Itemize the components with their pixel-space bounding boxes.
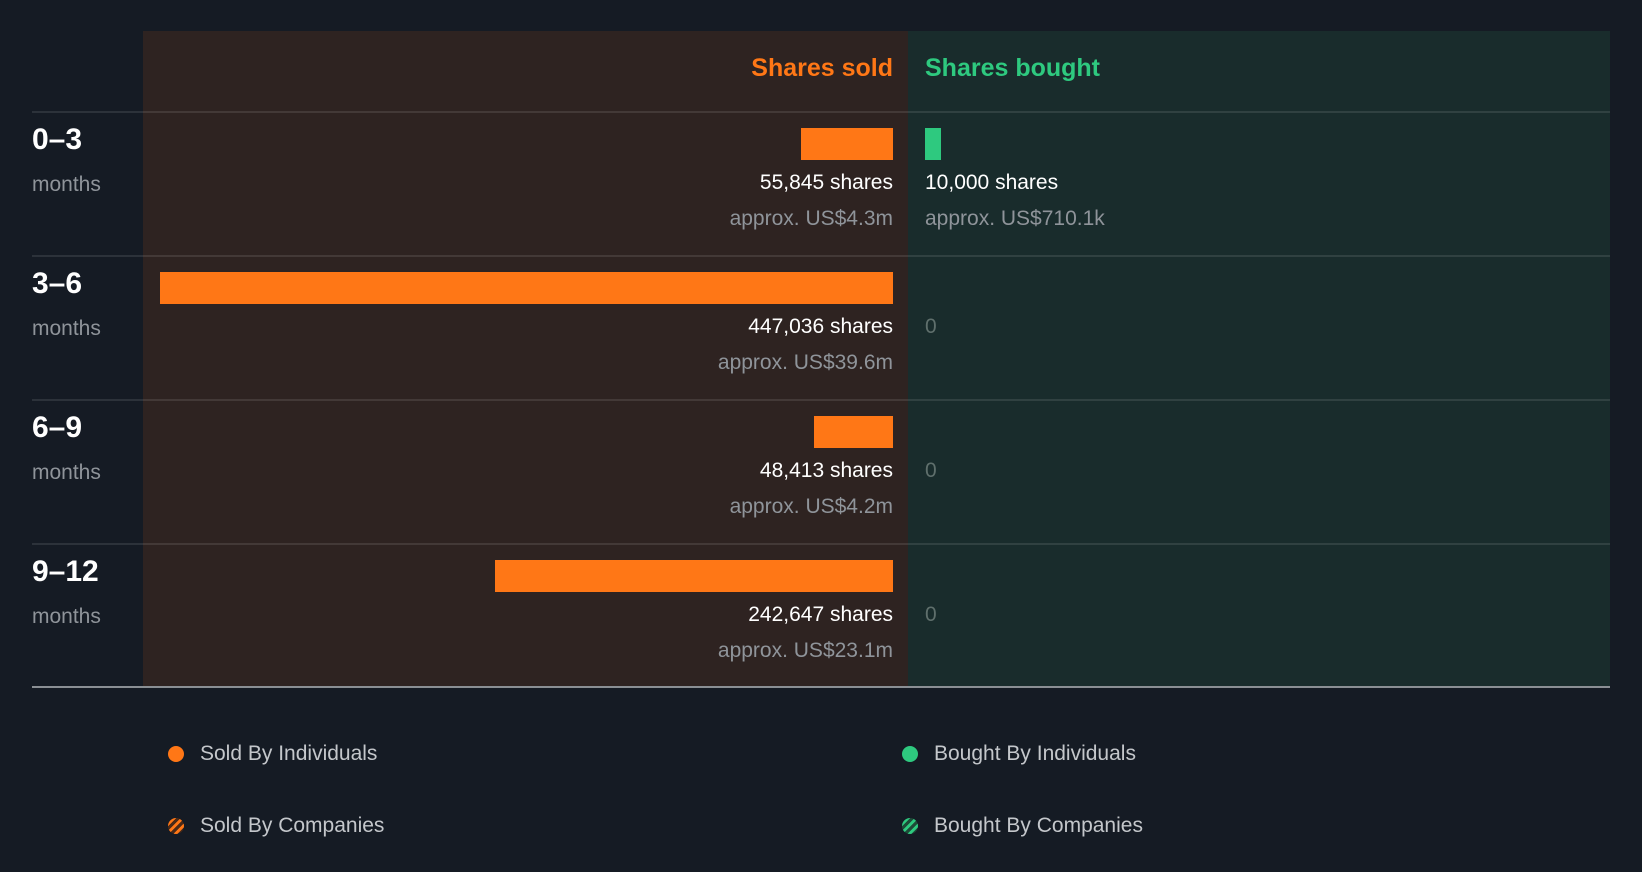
bought-shares-zero: 0 bbox=[925, 315, 937, 338]
chart-baseline bbox=[32, 686, 1610, 688]
sold-shares-count: 242,647 shares bbox=[748, 603, 893, 626]
shares-sold-header: Shares sold bbox=[751, 54, 893, 82]
bought-value: approx. US$710.1k bbox=[925, 207, 1105, 230]
sold-value: approx. US$23.1m bbox=[717, 639, 893, 662]
sold-value: approx. US$4.2m bbox=[729, 495, 893, 518]
sold-bar[interactable] bbox=[814, 416, 893, 448]
sold-value: approx. US$4.3m bbox=[729, 207, 893, 230]
legend-sold-individuals[interactable]: Sold By Individuals bbox=[168, 742, 377, 766]
green-dot-icon bbox=[902, 746, 918, 762]
period-label: 0–3 bbox=[32, 123, 83, 156]
sold-shares-count: 48,413 shares bbox=[759, 459, 893, 482]
sold-shares-count: 55,845 shares bbox=[759, 171, 893, 194]
row-divider bbox=[32, 399, 1610, 401]
period-row-9-12: 9–12 months 242,647 shares approx. US$23… bbox=[0, 545, 1642, 689]
legend-label: Sold By Individuals bbox=[200, 742, 378, 765]
period-label: 6–9 bbox=[32, 411, 83, 444]
period-unit: months bbox=[32, 461, 101, 484]
period-row-3-6: 3–6 months 447,036 shares approx. US$39.… bbox=[0, 257, 1642, 401]
legend-sold-companies[interactable]: Sold By Companies bbox=[168, 814, 384, 838]
legend-bought-companies[interactable]: Bought By Companies bbox=[902, 814, 1143, 838]
sold-bar[interactable] bbox=[801, 128, 893, 160]
period-unit: months bbox=[32, 317, 101, 340]
orange-dot-icon bbox=[168, 746, 184, 762]
period-unit: months bbox=[32, 605, 101, 628]
legend-label: Bought By Individuals bbox=[934, 742, 1136, 765]
bought-shares-zero: 0 bbox=[925, 603, 937, 626]
period-row-6-9: 6–9 months 48,413 shares approx. US$4.2m… bbox=[0, 401, 1642, 545]
legend-label: Sold By Companies bbox=[200, 814, 385, 837]
sold-bar[interactable] bbox=[160, 272, 893, 304]
sold-shares-count: 447,036 shares bbox=[748, 315, 893, 338]
sold-value: approx. US$39.6m bbox=[717, 351, 893, 374]
period-label: 3–6 bbox=[32, 267, 83, 300]
legend-bought-individuals[interactable]: Bought By Individuals bbox=[902, 742, 1136, 766]
bought-bar[interactable] bbox=[925, 128, 941, 160]
sold-bar[interactable] bbox=[495, 560, 893, 592]
orange-striped-dot-icon bbox=[168, 818, 184, 834]
legend-label: Bought By Companies bbox=[934, 814, 1143, 837]
period-unit: months bbox=[32, 173, 101, 196]
green-striped-dot-icon bbox=[902, 818, 918, 834]
row-divider bbox=[32, 111, 1610, 113]
period-row-0-3: 0–3 months 55,845 shares approx. US$4.3m… bbox=[0, 113, 1642, 257]
row-divider bbox=[32, 255, 1610, 257]
row-divider bbox=[32, 543, 1610, 545]
period-label: 9–12 bbox=[32, 555, 99, 588]
bought-shares-zero: 0 bbox=[925, 459, 937, 482]
shares-bought-panel bbox=[908, 31, 1610, 686]
bought-shares-count: 10,000 shares bbox=[925, 171, 1059, 194]
shares-bought-header: Shares bought bbox=[925, 54, 1101, 82]
